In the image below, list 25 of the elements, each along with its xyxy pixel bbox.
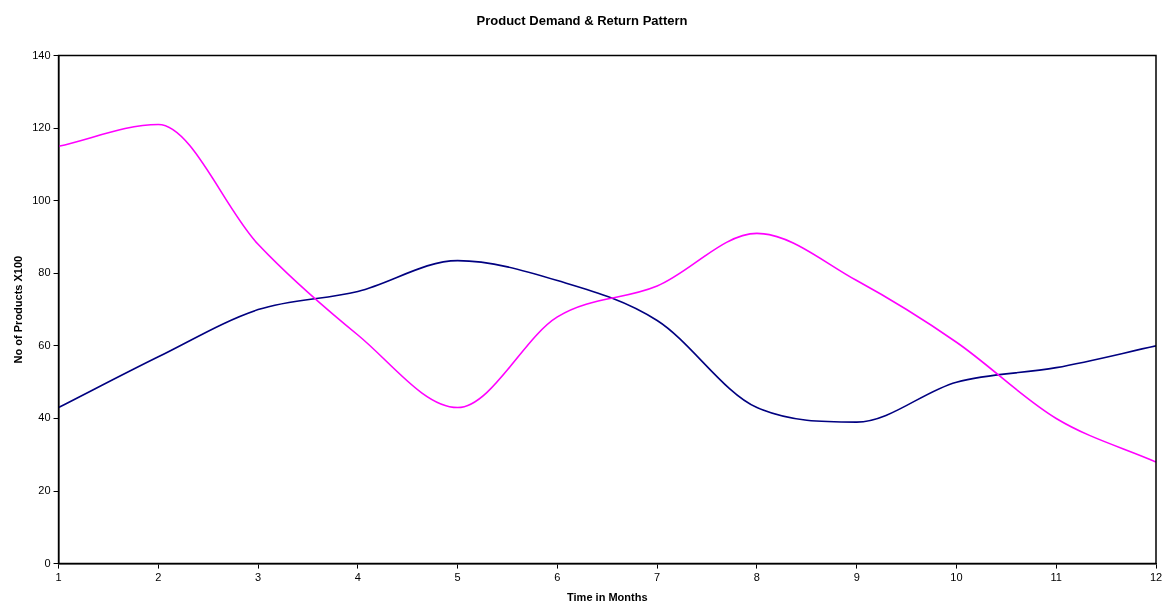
chart-title: Product Demand & Return Pattern	[476, 13, 688, 29]
line-series	[58, 123, 1156, 463]
y-tick-label: 0	[44, 556, 51, 569]
x-tick-label: 11	[1050, 571, 1062, 584]
x-tick-label: 2	[155, 571, 162, 584]
x-tick-label: 3	[255, 571, 262, 584]
x-tick-label: 9	[853, 571, 860, 584]
y-tick-label: 40	[38, 411, 51, 424]
x-tick-label: 5	[454, 571, 461, 584]
x-tick-label: 6	[554, 571, 561, 584]
line-series	[58, 259, 1156, 423]
y-axis-title: No of Products X100	[11, 255, 24, 364]
x-tick-label: 4	[354, 571, 361, 584]
y-tick-label: 20	[38, 484, 51, 497]
x-tick-label: 8	[753, 571, 760, 584]
x-tick-label: 1	[55, 571, 62, 584]
x-axis-title: Time in Months	[567, 591, 648, 604]
y-tick-label: 140	[32, 48, 51, 61]
x-tick-label: 12	[1149, 571, 1163, 584]
y-tick-label: 120	[32, 121, 51, 134]
x-tick-label: 10	[950, 571, 963, 584]
x-tick-label: 7	[654, 571, 661, 584]
y-tick-label: 80	[38, 266, 51, 279]
y-tick-label: 100	[32, 193, 51, 206]
y-tick-label: 60	[38, 338, 51, 351]
